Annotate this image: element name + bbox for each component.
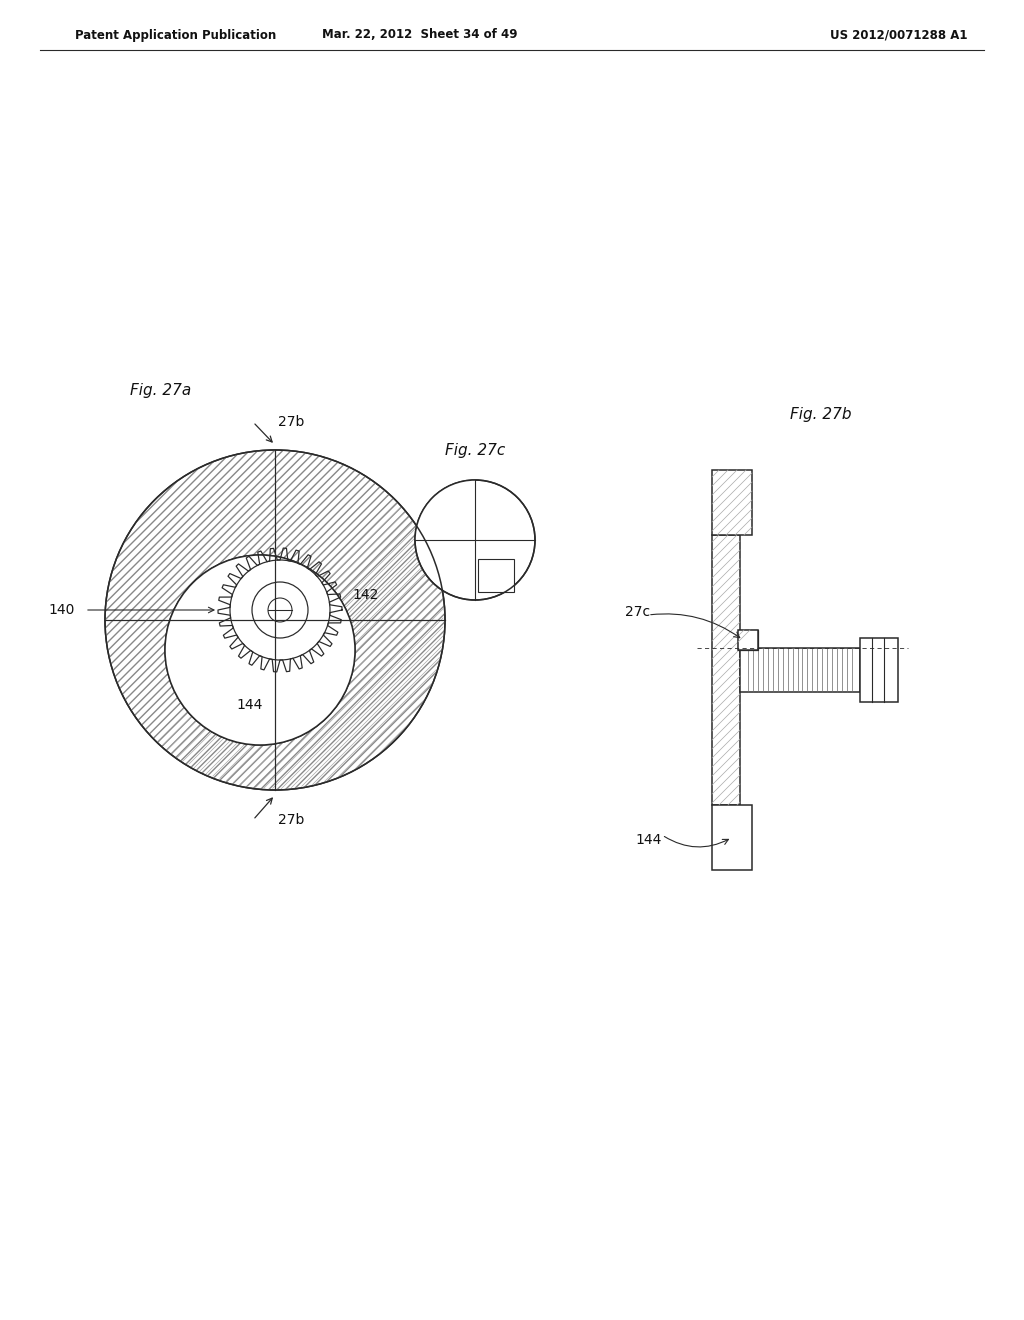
Text: Fig. 27c: Fig. 27c (444, 442, 505, 458)
Text: US 2012/0071288 A1: US 2012/0071288 A1 (830, 29, 968, 41)
Bar (712, 535, 740, 805)
Bar (712, 470, 752, 535)
Text: Fig. 27b: Fig. 27b (790, 408, 852, 422)
Text: 27b: 27b (278, 813, 304, 828)
Bar (738, 630, 758, 649)
Text: Patent Application Publication: Patent Application Publication (75, 29, 276, 41)
Text: Fig. 27a: Fig. 27a (130, 383, 191, 397)
Circle shape (415, 480, 535, 601)
Bar (738, 630, 758, 649)
Text: 140: 140 (48, 603, 75, 616)
Text: 27c: 27c (625, 605, 650, 619)
Bar (860, 638, 898, 702)
Text: 144: 144 (237, 698, 263, 711)
Circle shape (268, 598, 292, 622)
Wedge shape (415, 480, 475, 540)
Circle shape (230, 560, 330, 660)
Circle shape (165, 554, 355, 744)
Circle shape (105, 450, 445, 789)
Bar (740, 648, 860, 692)
Text: 144: 144 (635, 833, 662, 847)
Circle shape (252, 582, 308, 638)
Bar (712, 805, 752, 870)
Text: 27b: 27b (278, 414, 304, 429)
Bar (478, 558, 514, 591)
Circle shape (165, 554, 355, 744)
Text: Mar. 22, 2012  Sheet 34 of 49: Mar. 22, 2012 Sheet 34 of 49 (323, 29, 518, 41)
Text: 142: 142 (352, 587, 379, 602)
